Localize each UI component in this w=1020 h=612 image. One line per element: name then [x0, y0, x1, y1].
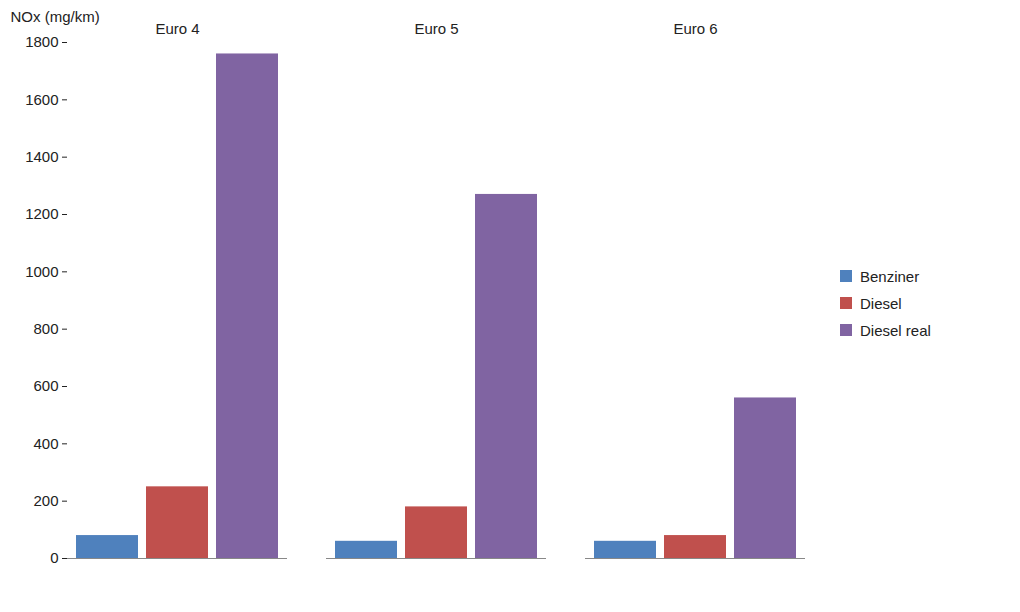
svg-text:800: 800 [33, 320, 58, 337]
svg-text:Euro 4: Euro 4 [155, 20, 199, 37]
svg-text:Euro 6: Euro 6 [673, 20, 717, 37]
html-text:Benziner: Benziner [860, 267, 920, 285]
html-text:Diesel real: Diesel real [860, 321, 931, 339]
svg-text:1800: 1800 [25, 33, 58, 50]
svg-text:1000: 1000 [25, 263, 58, 280]
svg-text:400: 400 [33, 435, 58, 452]
svg-text:NOx (mg/km): NOx (mg/km) [11, 8, 100, 25]
svg-text:1600: 1600 [25, 91, 58, 108]
svg-text:0: 0 [50, 549, 58, 566]
svg-text:Euro 5: Euro 5 [414, 20, 458, 37]
svg-text:600: 600 [33, 377, 58, 394]
html-text:Diesel: Diesel [860, 294, 902, 312]
svg-text:1400: 1400 [25, 148, 58, 165]
svg-text:1200: 1200 [25, 205, 58, 222]
svg-text:200: 200 [33, 492, 58, 509]
